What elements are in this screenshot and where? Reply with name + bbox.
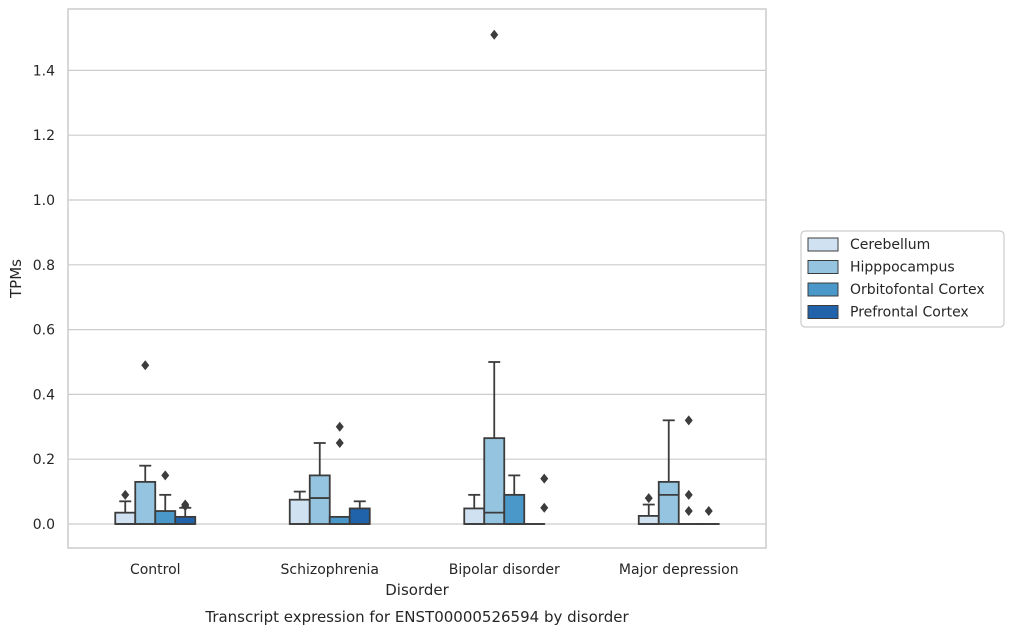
x-tick-labels: Control Schizophrenia Bipolar disorder Majo… xyxy=(130,562,739,578)
box xyxy=(348,507,371,525)
outlier-point xyxy=(335,438,344,448)
legend-item: Orbitofontal Cortex xyxy=(807,282,985,298)
box-hipppocampus xyxy=(483,29,506,525)
legend-frame xyxy=(800,230,1005,328)
box-cerebellum xyxy=(637,493,660,525)
box xyxy=(174,515,197,525)
box-orbitofontal-cortex xyxy=(503,474,526,525)
box xyxy=(154,510,177,525)
outlier-point xyxy=(540,502,549,513)
box-hipppocampus xyxy=(657,419,680,525)
x-tick-label: Schizophrenia xyxy=(281,562,379,578)
y-tick-label: 0.4 xyxy=(33,387,55,403)
legend-item: Prefrontal Cortex xyxy=(807,305,969,321)
y-tick-label: 0.8 xyxy=(33,258,55,274)
legend-label: Cerebellum xyxy=(850,237,930,253)
extra-outliers xyxy=(540,473,549,513)
legend-label: Prefrontal Cortex xyxy=(850,305,969,321)
y-tick-label: 1.2 xyxy=(33,128,55,144)
y-tick-labels: 0.0 0.2 0.4 0.6 0.8 1.0 1.2 1.4 xyxy=(33,63,55,533)
outlier-point xyxy=(161,470,170,481)
legend: Cerebellum Hipppocampus Orbitofontal Corte… xyxy=(800,230,1005,328)
box-prefrontal-cortex xyxy=(697,506,720,525)
x-tick-label: Bipolar disorder xyxy=(449,562,560,578)
box xyxy=(134,480,157,525)
legend-item: Cerebellum xyxy=(807,237,930,253)
box-orbitofontal-cortex xyxy=(677,415,700,525)
outlier-point xyxy=(540,473,549,484)
outlier-point xyxy=(684,506,693,517)
legend-swatch xyxy=(807,260,839,274)
outlier-point xyxy=(121,489,130,500)
chart-title: Transcript expression for ENST0000052659… xyxy=(204,608,629,626)
y-tick-label: 0.0 xyxy=(33,517,55,533)
outlier-point xyxy=(181,501,190,512)
box xyxy=(637,515,660,525)
legend-item: Hipppocampus xyxy=(807,260,955,276)
y-tick-label: 1.0 xyxy=(33,193,55,209)
box xyxy=(503,493,526,525)
box-prefrontal-cortex xyxy=(348,500,371,525)
legend-label: Hipppocampus xyxy=(850,260,955,276)
y-axis-label: TPMs xyxy=(7,259,25,299)
legend-swatch xyxy=(807,282,839,297)
box-cerebellum xyxy=(288,490,311,525)
y-tick-label: 0.2 xyxy=(33,452,55,468)
outlier-point xyxy=(684,415,693,426)
x-tick-label: Control xyxy=(130,562,181,578)
outlier-point xyxy=(644,493,653,504)
outlier-point xyxy=(490,29,499,40)
x-axis-label: Disorder xyxy=(385,581,449,599)
box xyxy=(308,474,331,525)
outlier-point xyxy=(684,489,693,500)
box-prefrontal-cortex xyxy=(174,499,197,525)
gridlines xyxy=(68,69,766,525)
box-orbitofontal-cortex xyxy=(328,421,351,525)
plot-area-frame xyxy=(67,8,767,549)
box xyxy=(114,511,137,525)
box xyxy=(657,480,680,525)
legend-swatch xyxy=(807,237,839,252)
box-cerebellum xyxy=(463,493,486,525)
y-tick-label: 0.6 xyxy=(33,323,55,339)
box xyxy=(288,498,311,525)
outlier-point xyxy=(141,360,150,371)
legend-label: Orbitofontal Cortex xyxy=(850,282,985,298)
box-hipppocampus xyxy=(134,360,157,525)
x-tick-label: Major depression xyxy=(619,562,739,578)
outlier-point xyxy=(335,421,344,432)
boxes xyxy=(114,29,720,525)
box-hipppocampus xyxy=(308,442,331,525)
outlier-point xyxy=(704,506,713,517)
box-cerebellum xyxy=(114,489,137,525)
box xyxy=(483,437,506,525)
box xyxy=(463,507,486,525)
y-tick-label: 1.4 xyxy=(33,63,55,79)
box-orbitofontal-cortex xyxy=(154,470,177,525)
legend-swatch xyxy=(807,305,839,319)
box xyxy=(328,515,351,525)
